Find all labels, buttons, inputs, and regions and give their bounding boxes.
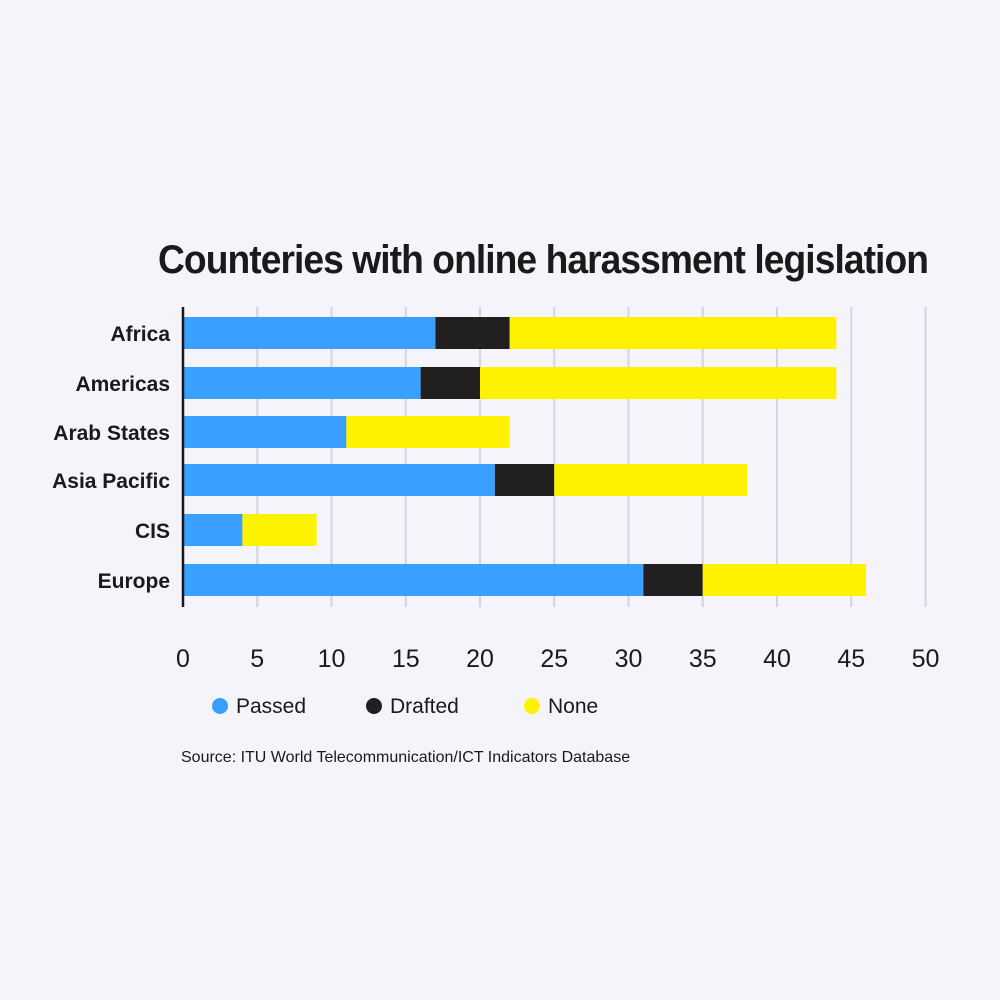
source-note: Source: ITU World Telecommunication/ICT … [181,749,630,766]
x-tick-label: 25 [540,645,568,673]
legend-swatch-passed [212,698,228,714]
category-label: Asia Pacific [52,470,170,493]
x-tick-label: 35 [689,645,717,673]
category-label: CIS [135,520,170,543]
x-tick-label: 40 [763,645,791,673]
x-tick-label: 5 [250,645,264,673]
x-tick-label: 45 [837,645,865,673]
category-label: Africa [110,323,170,346]
grid [256,307,927,607]
legend: Passed Drafted None [212,695,598,718]
bar-none-europe [702,564,867,596]
bar-drafted-americas [420,367,480,399]
legend-swatch-none [524,698,540,714]
bar-passed-cis [183,514,243,546]
bar-drafted-asia-pacific [494,464,555,496]
bars [183,317,867,596]
bar-none-arab-states [346,416,510,448]
x-tick-label: 0 [176,645,190,673]
bar-passed-asia-pacific [183,464,495,496]
x-tick-label: 15 [392,645,420,673]
x-tick-label: 10 [318,645,346,673]
bar-passed-americas [183,367,421,399]
x-tick-label: 20 [466,645,494,673]
bar-drafted-europe [643,564,703,596]
x-tick-labels: 0 5 10 15 20 25 30 35 40 45 50 [176,645,939,673]
bar-passed-europe [183,564,644,596]
category-labels: Africa Americas Arab States Asia Pacific CIS… [52,323,170,593]
bar-none-africa [509,317,837,349]
bar-drafted-africa [435,317,510,349]
bar-passed-arab-states [183,416,347,448]
category-label: Europe [98,570,170,593]
bar-none-cis [242,514,317,546]
x-tick-label: 50 [912,645,940,673]
bar-passed-africa [183,317,436,349]
bar-none-asia-pacific [554,464,748,496]
category-label: Arab States [53,422,170,445]
category-label: Americas [75,373,170,396]
legend-label-passed: Passed [236,695,306,718]
x-tick-label: 30 [615,645,643,673]
legend-swatch-drafted [366,698,382,714]
legend-label-none: None [548,695,598,718]
chart-title: Counteries with online harassment legisl… [158,238,928,282]
bar-none-americas [480,367,837,399]
legend-label-drafted: Drafted [390,695,459,718]
